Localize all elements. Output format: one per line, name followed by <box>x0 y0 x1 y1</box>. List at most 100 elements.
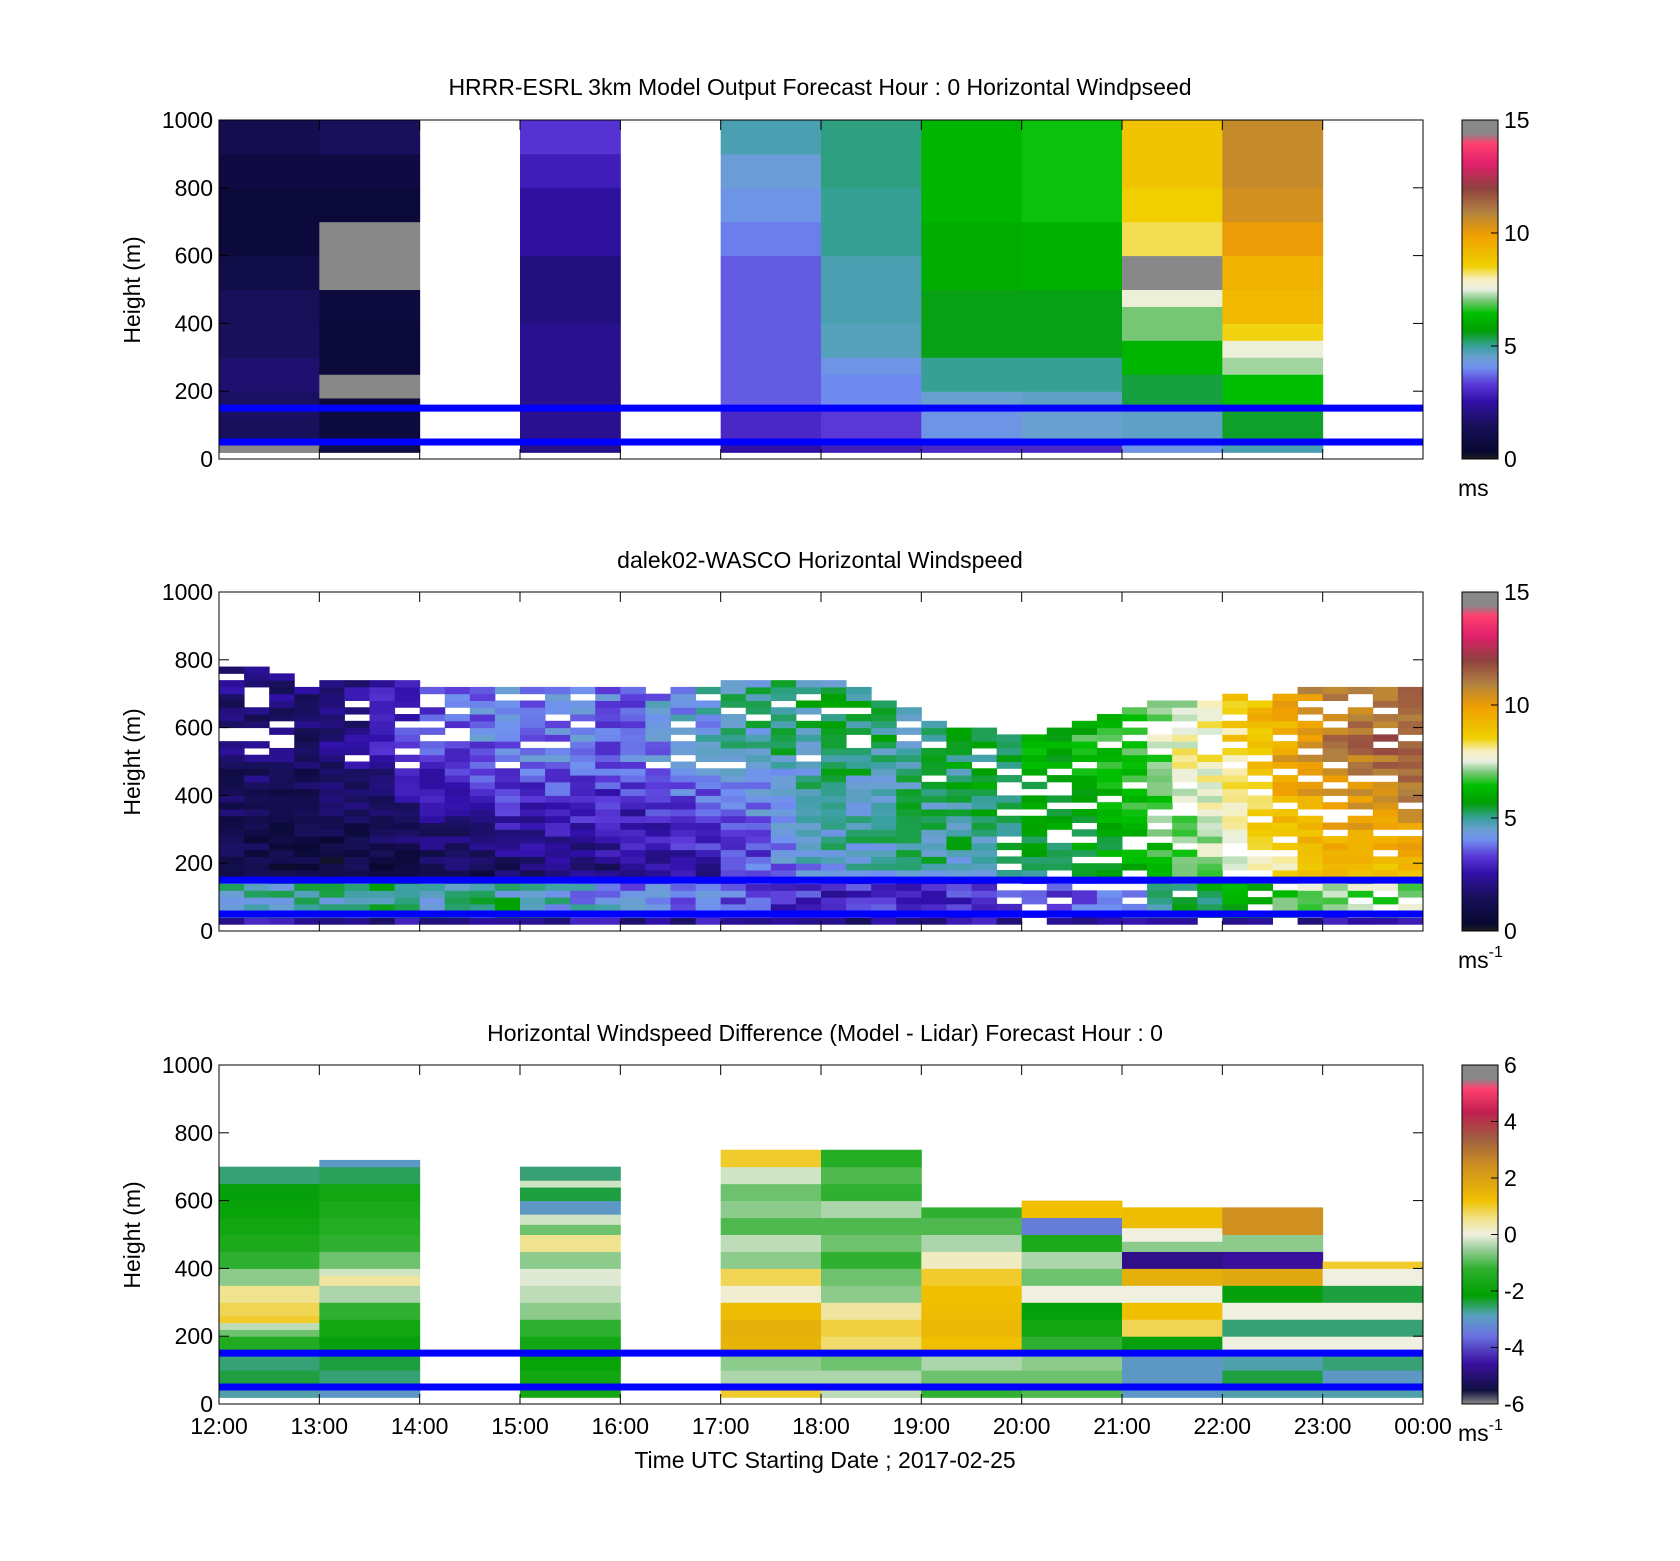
heatmap-cell <box>695 808 722 817</box>
heatmap-cell <box>319 1159 421 1168</box>
heatmap-cell <box>269 856 295 864</box>
heatmap-cell <box>620 863 646 871</box>
heatmap-cell <box>1397 808 1424 817</box>
heatmap-cell <box>319 822 345 830</box>
heatmap-cell <box>770 802 797 810</box>
heatmap-cell <box>921 829 947 837</box>
heatmap-cell <box>319 397 421 440</box>
heatmap-cell <box>494 781 521 790</box>
heatmap-cell <box>1172 822 1198 830</box>
heatmap-cell <box>1071 829 1098 837</box>
heatmap-cell <box>545 720 571 729</box>
heatmap-cell <box>1397 856 1424 864</box>
heatmap-cell <box>1222 734 1248 742</box>
heatmap-cell <box>1322 869 1349 878</box>
heatmap-cell <box>344 883 370 891</box>
heatmap-cell <box>896 761 922 769</box>
heatmap-cell <box>319 1183 421 1202</box>
colorbar-tick-label: 2 <box>1504 1165 1517 1191</box>
heatmap-cell <box>219 781 245 790</box>
heatmap-cell <box>1347 727 1374 735</box>
heatmap-cell <box>219 836 245 844</box>
heatmap-cell <box>394 693 421 701</box>
heatmap-cell <box>821 869 847 878</box>
heatmap-cell <box>1122 808 1148 817</box>
heatmap-cell <box>520 1180 621 1188</box>
heatmap-cell <box>244 883 270 891</box>
heatmap-cell <box>469 714 496 722</box>
heatmap-cell <box>1096 781 1123 790</box>
heatmap-cell <box>1197 720 1223 729</box>
y-tick-label: 0 <box>200 446 213 472</box>
heatmap-cell <box>1247 781 1273 790</box>
heatmap-cell <box>720 700 747 708</box>
heatmap-cell <box>469 781 496 790</box>
heatmap-cell <box>745 808 772 817</box>
heatmap-cell <box>570 781 596 790</box>
heatmap-cell <box>394 775 421 783</box>
heatmap-cell <box>319 323 421 375</box>
heatmap-cell <box>971 775 998 783</box>
heatmap-cell <box>620 869 646 878</box>
heatmap-cell <box>419 897 446 905</box>
colorbar-tick-label: -6 <box>1504 1391 1524 1417</box>
heatmap-cell <box>695 754 722 762</box>
heatmap-cell <box>770 856 797 864</box>
heatmap-cell <box>494 707 521 715</box>
heatmap-cell <box>1347 863 1374 871</box>
heatmap-cell <box>921 768 947 776</box>
heatmap-cell <box>1197 849 1223 857</box>
colorbar-tick-label: 0 <box>1504 446 1517 472</box>
heatmap-cell <box>570 788 596 796</box>
heatmap-cell <box>419 863 446 871</box>
heatmap-cell <box>1372 815 1399 824</box>
heatmap-cell <box>1172 734 1198 742</box>
heatmap-cell <box>369 842 396 851</box>
heatmap-cell <box>821 890 847 898</box>
heatmap-cell <box>595 869 621 878</box>
heatmap-cell <box>1147 863 1173 871</box>
heatmap-cell <box>1247 714 1273 722</box>
heatmap-cell <box>971 856 998 864</box>
y-tick-label: 800 <box>175 1120 213 1146</box>
heatmap-cell <box>695 734 722 742</box>
heatmap-cell <box>1096 849 1123 857</box>
x-axis-ticks <box>218 120 1424 459</box>
heatmap-cell <box>595 802 621 810</box>
heatmap-cell <box>1347 836 1374 844</box>
heatmap-cell <box>545 815 571 824</box>
heatmap-cell <box>720 903 747 912</box>
heatmap-cell <box>695 788 722 796</box>
heatmap-cell <box>1122 1285 1223 1303</box>
heatmap-cell <box>821 1319 922 1337</box>
heatmap-cell <box>1172 863 1198 871</box>
heatmap-cell <box>494 714 521 722</box>
heatmap-cell <box>1222 917 1248 925</box>
heatmap-cell <box>1222 863 1248 871</box>
heatmap-cell <box>1021 890 1048 898</box>
heatmap-cell <box>369 768 396 776</box>
heatmap-cell <box>244 788 270 796</box>
heatmap-cell <box>520 700 546 708</box>
heatmap-cell <box>1096 775 1123 783</box>
heatmap-cell <box>846 720 872 729</box>
heatmap-cell <box>1297 869 1324 878</box>
heatmap-cell <box>1021 761 1048 769</box>
heatmap-cell <box>695 856 722 864</box>
heatmap-cell <box>971 903 998 912</box>
heatmap-cell <box>720 788 747 796</box>
heatmap-cell <box>1147 869 1173 878</box>
heatmap-cell <box>219 1268 320 1286</box>
heatmap-cell <box>921 1268 1023 1286</box>
heatmap-cell <box>795 822 822 830</box>
heatmap-cell <box>319 727 345 735</box>
heatmap-cell <box>570 795 596 803</box>
heatmap-cell <box>319 1217 421 1235</box>
heatmap-cell <box>745 700 772 708</box>
heatmap-cell <box>1322 788 1349 796</box>
heatmap-cell <box>1071 734 1098 742</box>
heatmap-cell <box>1096 903 1123 912</box>
heatmap-cell <box>620 917 646 925</box>
heatmap-cell <box>244 795 270 803</box>
heatmap-cell <box>1222 727 1248 735</box>
